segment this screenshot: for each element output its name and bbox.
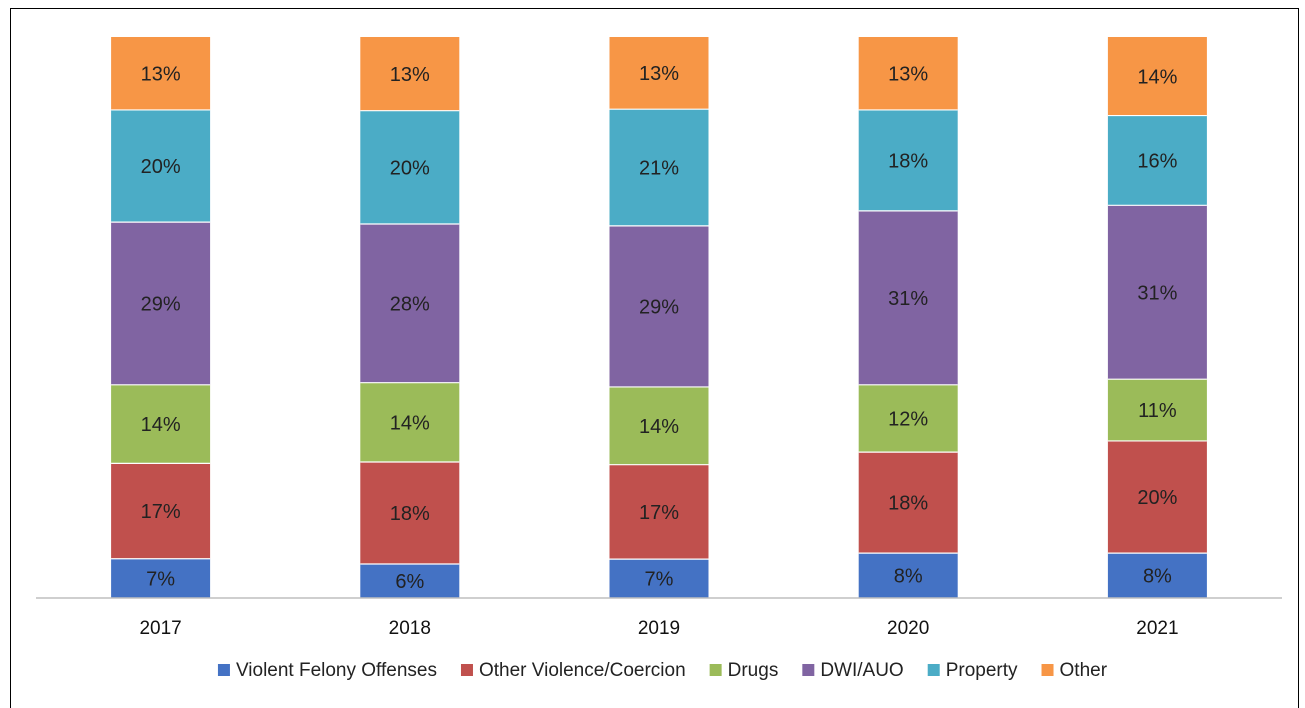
bar-2018-property <box>360 110 460 224</box>
x-tick-label-2017: 2017 <box>139 618 181 639</box>
data-label-2021-dwi-auo: 31% <box>1137 282 1177 304</box>
data-label-2021-other: 14% <box>1137 66 1177 88</box>
data-label-2017-drugs: 14% <box>141 414 181 436</box>
bar-2021-property <box>1107 115 1207 206</box>
data-label-2019-property: 21% <box>639 158 679 180</box>
data-label-2018-drugs: 14% <box>390 412 430 434</box>
data-label-2019-violent-felony-offenses: 7% <box>645 569 674 591</box>
data-label-2018-dwi-auo: 28% <box>390 293 430 315</box>
data-label-2020-property: 18% <box>888 150 928 172</box>
data-label-2020-other: 13% <box>888 63 928 85</box>
legend-item-property: Property <box>927 660 1018 681</box>
bar-2017-other <box>111 37 211 110</box>
legend-label-other-violence-coercion: Other Violence/Coercion <box>479 660 686 681</box>
legend-swatch-violent-felony-offenses <box>217 664 230 676</box>
bar-2017-drugs <box>111 384 211 464</box>
bar-2020-dwi-auo <box>858 210 958 385</box>
legend-item-other: Other <box>1041 660 1108 681</box>
data-label-2019-drugs: 14% <box>639 416 679 438</box>
bar-2020-other <box>858 37 958 110</box>
bar-2018-drugs <box>360 382 460 462</box>
x-tick-label-2018: 2018 <box>389 618 431 639</box>
data-label-2021-violent-felony-offenses: 8% <box>1143 566 1172 588</box>
bar-2018-other-violence-coercion <box>360 462 460 564</box>
bar-2021-drugs <box>1107 379 1207 441</box>
data-label-2020-dwi-auo: 31% <box>888 288 928 310</box>
data-label-2020-drugs: 12% <box>888 408 928 430</box>
bar-2017-violent-felony-offenses <box>111 558 211 598</box>
bar-2021-dwi-auo <box>1107 205 1207 380</box>
x-tick-label-2019: 2019 <box>638 618 680 639</box>
data-label-2017-other-violence-coercion: 17% <box>141 501 181 523</box>
bar-2019-violent-felony-offenses <box>609 559 709 598</box>
legend-label-violent-felony-offenses: Violent Felony Offenses <box>236 660 437 681</box>
bar-2021-other <box>1107 37 1207 116</box>
legend-swatch-other <box>1041 664 1054 676</box>
data-label-2019-dwi-auo: 29% <box>639 296 679 318</box>
bar-2021-other-violence-coercion <box>1107 440 1207 554</box>
data-label-2018-other: 13% <box>390 64 430 86</box>
data-label-2020-other-violence-coercion: 18% <box>888 493 928 515</box>
bar-2020-other-violence-coercion <box>858 452 958 554</box>
bar-2019-other <box>609 37 709 110</box>
x-tick-label-2021: 2021 <box>1136 618 1178 639</box>
bar-2018-dwi-auo <box>360 224 460 383</box>
data-label-2017-violent-felony-offenses: 7% <box>146 568 175 590</box>
data-label-2017-property: 20% <box>141 156 181 178</box>
legend-swatch-drugs <box>709 664 722 676</box>
legend: Violent Felony Offenses Other Violence/Co… <box>217 660 1108 681</box>
x-tick-label-2020: 2020 <box>887 618 929 639</box>
legend-label-drugs: Drugs <box>728 660 779 681</box>
data-label-2018-other-violence-coercion: 18% <box>390 503 430 525</box>
legend-label-dwi-auo: DWI/AUO <box>820 660 903 681</box>
data-label-2017-dwi-auo: 29% <box>141 293 181 315</box>
legend-item-violent-felony-offenses: Violent Felony Offenses <box>217 660 437 681</box>
bar-2017-other-violence-coercion <box>111 463 211 559</box>
bar-2020-drugs <box>858 384 958 453</box>
legend-label-other: Other <box>1060 660 1108 681</box>
data-label-2021-drugs: 11% <box>1138 400 1177 422</box>
bar-2020-property <box>858 109 958 211</box>
data-label-2021-property: 16% <box>1137 150 1177 172</box>
bar-2019-other-violence-coercion <box>609 464 709 560</box>
legend-swatch-dwi-auo <box>802 664 815 676</box>
bar-2019-drugs <box>609 386 709 465</box>
bar-2017-property <box>111 109 211 223</box>
bars-layer: 7% 17% 14% 29% 20% 13% 6% 18% 14% 28% 20% 13% 7% 17% 1… <box>111 37 1207 598</box>
legend-item-other-violence-coercion: Other Violence/Coercion <box>460 660 686 681</box>
legend-item-drugs: Drugs <box>709 660 779 681</box>
legend-swatch-property <box>927 664 940 676</box>
bar-2017-dwi-auo <box>111 222 211 385</box>
bar-2020-violent-felony-offenses <box>858 553 958 598</box>
data-label-2017-other: 13% <box>141 63 181 85</box>
data-label-2019-other-violence-coercion: 17% <box>639 502 679 524</box>
data-label-2018-property: 20% <box>390 157 430 179</box>
bar-2021-violent-felony-offenses <box>1107 553 1207 598</box>
legend-label-property: Property <box>946 660 1018 681</box>
data-label-2018-violent-felony-offenses: 6% <box>395 571 424 593</box>
data-label-2021-other-violence-coercion: 20% <box>1137 487 1177 509</box>
data-label-2020-violent-felony-offenses: 8% <box>894 566 923 588</box>
data-label-2019-other: 13% <box>639 63 679 85</box>
bar-2019-dwi-auo <box>609 225 709 387</box>
bar-2018-violent-felony-offenses <box>360 564 460 598</box>
x-tick-labels: 2017 2018 2019 2020 2021 <box>139 618 1178 639</box>
bar-2019-property <box>609 109 709 226</box>
legend-swatch-other-violence-coercion <box>460 664 473 676</box>
legend-item-dwi-auo: DWI/AUO <box>802 660 904 681</box>
bar-2018-other <box>360 37 460 111</box>
